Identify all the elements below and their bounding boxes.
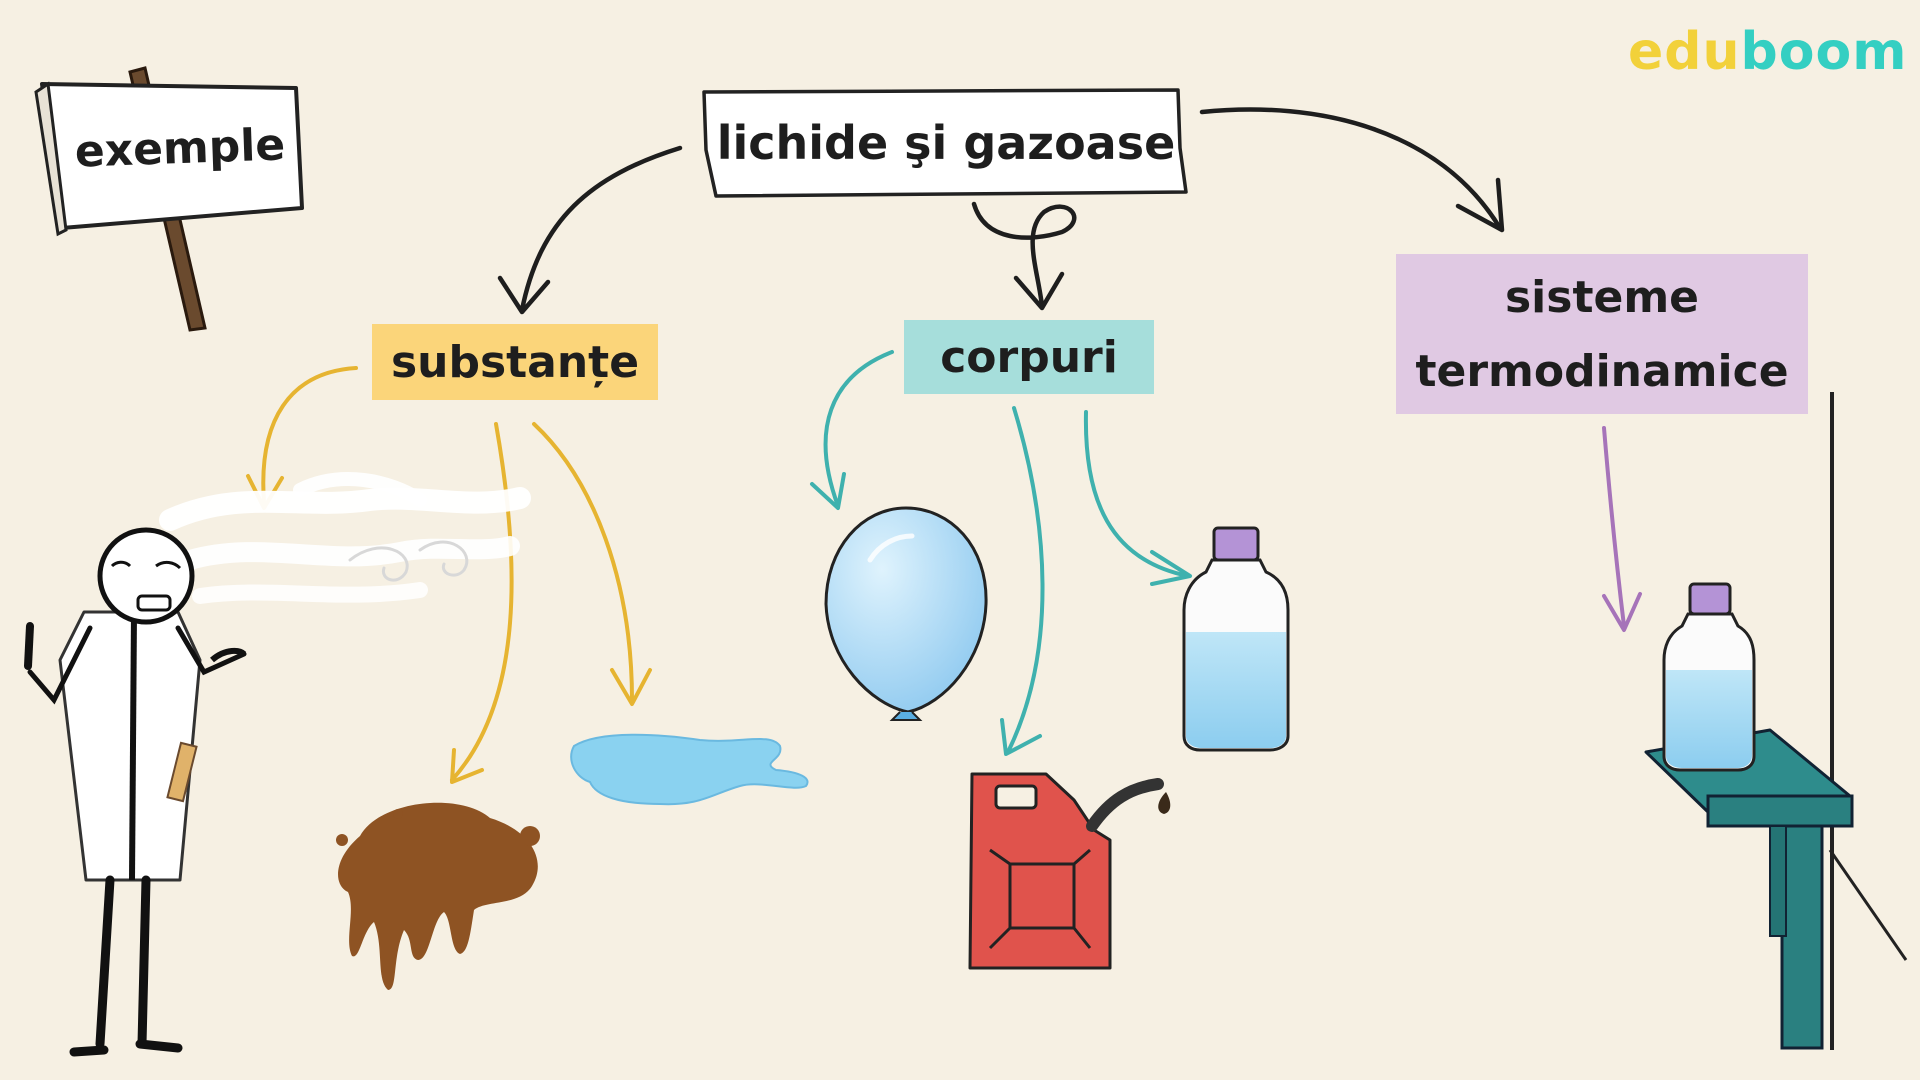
root-box-shape <box>702 88 1188 198</box>
water-bottle-icon <box>1182 526 1290 752</box>
arrowhead-corpuri-bottle <box>1150 550 1192 586</box>
arrow-corpuri-to-bottle <box>1083 410 1190 578</box>
water-puddle-icon <box>570 733 809 806</box>
arrow-to-sisteme <box>1199 107 1503 231</box>
arrow-to-substante <box>519 145 683 313</box>
scientist-icon <box>24 527 247 1057</box>
arrowhead-substante-mud <box>450 748 484 784</box>
signpost-icon <box>34 66 304 332</box>
arrow-substante-to-mud <box>450 422 514 782</box>
mud-splash-icon <box>336 802 540 990</box>
node-label-substante: substanțe <box>390 336 640 388</box>
bottle-on-table-icon <box>1644 392 1908 1050</box>
arrow-substante-to-puddle <box>532 422 634 702</box>
arrow-to-corpuri <box>971 201 1077 309</box>
logo-part-boom: boom <box>1740 22 1908 82</box>
sign-label: exemple <box>74 118 286 178</box>
arrowhead-corpuri <box>1013 271 1065 311</box>
balloon-icon <box>824 506 988 721</box>
arrow-corpuri-to-balloon <box>823 350 894 508</box>
substante-box-shape <box>372 324 658 400</box>
arrowhead-sisteme <box>1455 177 1505 233</box>
arrowhead-sisteme-bottle <box>1602 592 1642 632</box>
logo-part-edu: edu <box>1628 22 1741 82</box>
arrowhead-corpuri-balloon <box>810 472 846 510</box>
arrowhead-corpuri-canister <box>1000 718 1042 756</box>
root-label: lichide şi gazoase <box>716 116 1176 170</box>
arrowhead-substante-puddle <box>610 668 652 706</box>
arrow-sisteme-to-bottle <box>1602 426 1626 628</box>
arrow-substante-to-air <box>261 366 358 504</box>
node-label-sisteme-line1: sisteme <box>1504 271 1700 323</box>
air-cloud-icon <box>159 472 531 604</box>
sisteme-box-shape <box>1396 254 1808 414</box>
corpuri-box-shape <box>904 320 1154 394</box>
node-label-sisteme-line2: termodinamice <box>1415 345 1789 397</box>
arrow-corpuri-to-canister <box>1006 406 1045 754</box>
arrowhead-substante <box>497 275 551 315</box>
gas-canister-icon <box>968 772 1171 970</box>
node-label-corpuri: corpuri <box>940 331 1118 383</box>
eduboom-logo: eduboom <box>1628 22 1907 82</box>
